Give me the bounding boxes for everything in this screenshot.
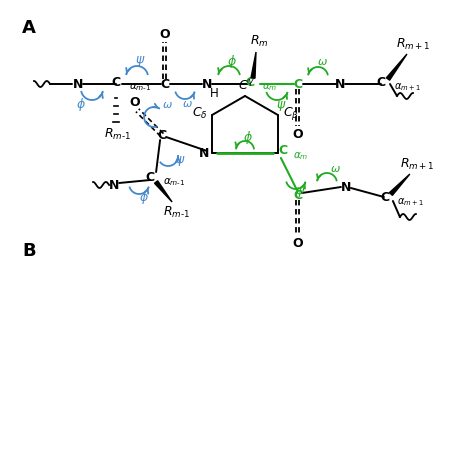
Text: $R_{m\text{-}1}$: $R_{m\text{-}1}$ bbox=[163, 204, 190, 219]
Text: $\alpha_{m+1}$: $\alpha_{m+1}$ bbox=[394, 81, 421, 93]
Text: $\alpha_{m+1}$: $\alpha_{m+1}$ bbox=[397, 196, 424, 208]
Polygon shape bbox=[155, 181, 172, 202]
Text: N: N bbox=[202, 78, 212, 91]
Polygon shape bbox=[390, 174, 410, 195]
Text: O: O bbox=[292, 128, 303, 140]
Text: N: N bbox=[109, 179, 119, 191]
Text: N: N bbox=[73, 78, 83, 91]
Text: $C_\beta$: $C_\beta$ bbox=[283, 104, 299, 121]
Text: C: C bbox=[376, 75, 385, 89]
Text: N: N bbox=[335, 78, 345, 91]
Text: $C^\gamma$: $C^\gamma$ bbox=[238, 79, 255, 93]
Text: $R_{m+1}$: $R_{m+1}$ bbox=[400, 156, 434, 172]
Text: $\psi$: $\psi$ bbox=[295, 185, 305, 199]
Text: $\omega$: $\omega$ bbox=[317, 57, 328, 67]
Text: H: H bbox=[210, 86, 219, 100]
Text: $C_\delta$: $C_\delta$ bbox=[192, 105, 208, 120]
Text: $\phi$: $\phi$ bbox=[227, 53, 237, 70]
Text: N: N bbox=[199, 146, 210, 159]
Text: C: C bbox=[278, 144, 287, 156]
Text: O: O bbox=[129, 96, 140, 109]
Text: C: C bbox=[111, 75, 120, 89]
Text: $R_{m+1}$: $R_{m+1}$ bbox=[396, 36, 430, 52]
Text: $\alpha_{m\text{-}1}$: $\alpha_{m\text{-}1}$ bbox=[129, 81, 152, 93]
Text: $\psi$: $\psi$ bbox=[276, 99, 286, 113]
Text: N: N bbox=[341, 181, 351, 193]
Text: $R_m$: $R_m$ bbox=[250, 34, 268, 48]
Text: $\alpha_m$: $\alpha_m$ bbox=[262, 81, 277, 93]
Text: $\omega$: $\omega$ bbox=[162, 100, 173, 110]
Text: O: O bbox=[160, 27, 170, 40]
Text: C: C bbox=[293, 189, 302, 201]
Text: $\omega$: $\omega$ bbox=[182, 99, 192, 109]
Text: $\alpha_{m\text{-}1}$: $\alpha_{m\text{-}1}$ bbox=[163, 176, 186, 188]
Polygon shape bbox=[251, 52, 256, 78]
Text: C: C bbox=[157, 128, 167, 142]
Text: C: C bbox=[146, 171, 155, 183]
Text: C: C bbox=[246, 75, 255, 89]
Polygon shape bbox=[386, 54, 407, 80]
Text: $\omega$: $\omega$ bbox=[330, 164, 341, 174]
Text: $\psi$: $\psi$ bbox=[135, 54, 145, 68]
Text: $\psi$: $\psi$ bbox=[175, 154, 185, 168]
Text: B: B bbox=[22, 242, 36, 260]
Text: C: C bbox=[160, 78, 170, 91]
Text: C: C bbox=[380, 191, 390, 203]
Text: $\alpha_m$: $\alpha_m$ bbox=[293, 150, 308, 162]
Text: A: A bbox=[22, 19, 36, 37]
Text: O: O bbox=[292, 237, 303, 249]
Text: $\phi$: $\phi$ bbox=[139, 189, 149, 206]
Text: $\phi$: $\phi$ bbox=[76, 95, 86, 112]
Text: $\phi$: $\phi$ bbox=[243, 128, 253, 146]
Text: $R_{m\text{-}1}$: $R_{m\text{-}1}$ bbox=[104, 127, 132, 142]
Text: C: C bbox=[293, 78, 302, 91]
